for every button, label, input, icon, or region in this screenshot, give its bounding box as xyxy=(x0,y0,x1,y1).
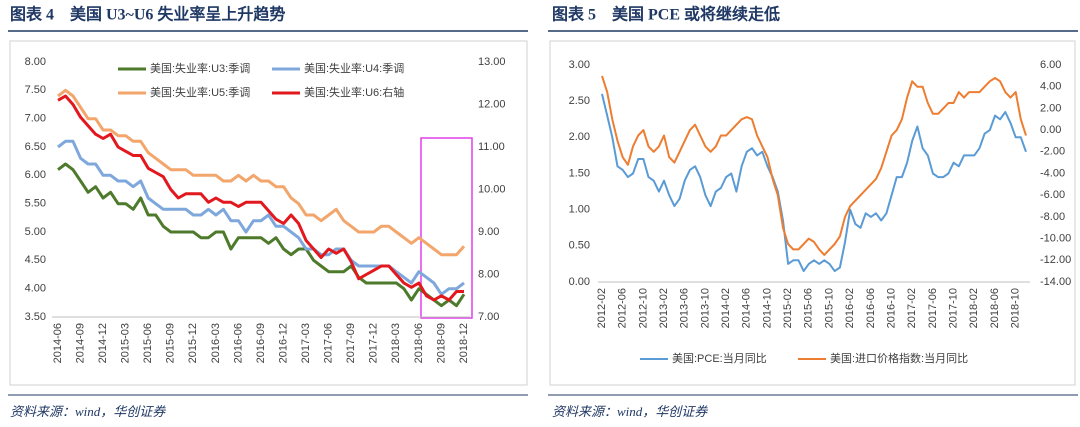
x-tick-label: 2018-12 xyxy=(458,323,470,363)
x-tick-label: 2016-03 xyxy=(210,323,222,363)
x-tick-label: 2018-02 xyxy=(968,288,980,328)
y2-tick-label: 2.00 xyxy=(1040,102,1061,114)
y2-tick-label: -6.00 xyxy=(1040,189,1065,201)
x-tick-label: 2015-06 xyxy=(803,288,815,328)
y2-tick-label: -12.00 xyxy=(1040,254,1071,266)
x-tick-label: 2017-09 xyxy=(345,323,357,363)
y-tick-label: 3.00 xyxy=(569,59,590,71)
legend-label: 美国:失业率:U6:右轴 xyxy=(304,85,404,99)
y-tick-label: 6.50 xyxy=(25,141,46,153)
y2-tick-label: 0.00 xyxy=(1040,124,1061,136)
series-line xyxy=(601,75,1027,256)
y-tick-label: 1.50 xyxy=(569,167,590,179)
y2-tick-label: 13.00 xyxy=(478,56,506,68)
x-tick-label: 2015-03 xyxy=(120,323,132,363)
legend-label: 美国:进口价格指数:当月同比 xyxy=(830,351,968,365)
y-tick-label: 4.50 xyxy=(25,254,46,266)
x-tick-label: 2016-02 xyxy=(844,288,856,328)
y-tick-label: 7.50 xyxy=(25,84,46,96)
chart-title: 图表 5 美国 PCE 或将继续走低 xyxy=(552,5,780,24)
x-tick-label: 2017-12 xyxy=(368,323,380,363)
x-tick-label: 2014-02 xyxy=(720,288,732,328)
x-tick-label: 2012-10 xyxy=(637,288,649,328)
x-tick-label: 2015-02 xyxy=(782,288,794,328)
x-tick-label: 2012-02 xyxy=(596,288,608,328)
x-tick-label: 2014-12 xyxy=(97,323,109,363)
x-tick-label: 2014-09 xyxy=(74,323,86,363)
y-tick-label: 0.00 xyxy=(569,276,590,288)
chart-title: 图表 4 美国 U3~U6 失业率呈上升趋势 xyxy=(10,5,285,24)
x-tick-label: 2015-09 xyxy=(165,323,177,363)
series-line xyxy=(601,93,1027,273)
x-tick-label: 2018-03 xyxy=(390,323,402,363)
x-tick-label: 2017-06 xyxy=(323,323,335,363)
x-tick-label: 2014-06 xyxy=(52,323,64,363)
x-tick-label: 2018-06 xyxy=(989,288,1001,328)
x-tick-label: 2016-09 xyxy=(255,323,267,363)
y2-tick-label: 6.00 xyxy=(1040,59,1061,71)
y-tick-label: 1.00 xyxy=(569,204,590,216)
series-line xyxy=(57,94,464,302)
y-tick-label: 6.00 xyxy=(25,169,46,181)
highlight-box xyxy=(420,137,473,319)
x-tick-label: 2015-10 xyxy=(823,288,835,328)
y2-tick-label: -2.00 xyxy=(1040,146,1065,158)
y-tick-label: 2.00 xyxy=(569,131,590,143)
chart-frame xyxy=(549,40,1076,386)
y2-tick-label: -4.00 xyxy=(1040,167,1065,179)
source: 资料来源：wind，华创证券 xyxy=(10,404,166,419)
x-tick-label: 2013-10 xyxy=(699,288,711,328)
series-line xyxy=(57,162,466,308)
x-tick-label: 2013-06 xyxy=(679,288,691,328)
x-tick-label: 2016-06 xyxy=(232,323,244,363)
x-tick-label: 2017-10 xyxy=(948,288,960,328)
x-tick-label: 2018-09 xyxy=(435,323,447,363)
y-tick-label: 5.00 xyxy=(25,226,46,238)
x-tick-label: 2017-06 xyxy=(927,288,939,328)
y2-tick-label: 7.00 xyxy=(478,311,499,323)
y-tick-label: 7.00 xyxy=(25,113,46,125)
legend-label: 美国:失业率:U3:季调 xyxy=(150,61,250,75)
x-tick-label: 2014-06 xyxy=(741,288,753,328)
y2-tick-label: -8.00 xyxy=(1040,211,1065,223)
x-tick-label: 2015-06 xyxy=(142,323,154,363)
y-tick-label: 0.50 xyxy=(569,240,590,252)
y2-tick-label: 12.00 xyxy=(478,98,506,110)
y2-tick-label: 11.00 xyxy=(478,141,505,153)
series-line xyxy=(57,139,465,296)
source: 资料来源：wind，华创证券 xyxy=(552,404,708,419)
x-tick-label: 2017-02 xyxy=(906,288,918,328)
y2-tick-label: -14.00 xyxy=(1040,276,1071,288)
legend-label: 美国:失业率:U4:季调 xyxy=(304,61,404,75)
x-tick-label: 2016-10 xyxy=(885,288,897,328)
legend-label: 美国:PCE:当月同比 xyxy=(672,351,767,365)
x-tick-label: 2017-03 xyxy=(300,323,312,363)
y-tick-label: 3.50 xyxy=(25,311,46,323)
y2-tick-label: 8.00 xyxy=(478,268,499,280)
y2-tick-label: 4.00 xyxy=(1040,81,1061,93)
y2-tick-label: 9.00 xyxy=(478,226,499,238)
series-line xyxy=(57,88,466,257)
x-tick-label: 2015-12 xyxy=(187,323,199,363)
x-tick-label: 2014-10 xyxy=(761,288,773,328)
x-tick-label: 2012-06 xyxy=(617,288,629,328)
legend-label: 美国:失业率:U5:季调 xyxy=(150,85,250,99)
x-tick-label: 2018-06 xyxy=(413,323,425,363)
y-tick-label: 2.50 xyxy=(569,95,590,107)
y-tick-label: 8.00 xyxy=(25,56,46,68)
x-tick-label: 2018-10 xyxy=(1010,288,1022,328)
y2-tick-label: -10.00 xyxy=(1040,233,1071,245)
y-tick-label: 4.00 xyxy=(25,283,46,295)
x-tick-label: 2016-12 xyxy=(277,323,289,363)
x-tick-label: 2013-02 xyxy=(658,288,670,328)
y2-tick-label: 10.00 xyxy=(478,183,506,195)
x-tick-label: 2016-06 xyxy=(865,288,877,328)
y-tick-label: 5.50 xyxy=(25,198,46,210)
